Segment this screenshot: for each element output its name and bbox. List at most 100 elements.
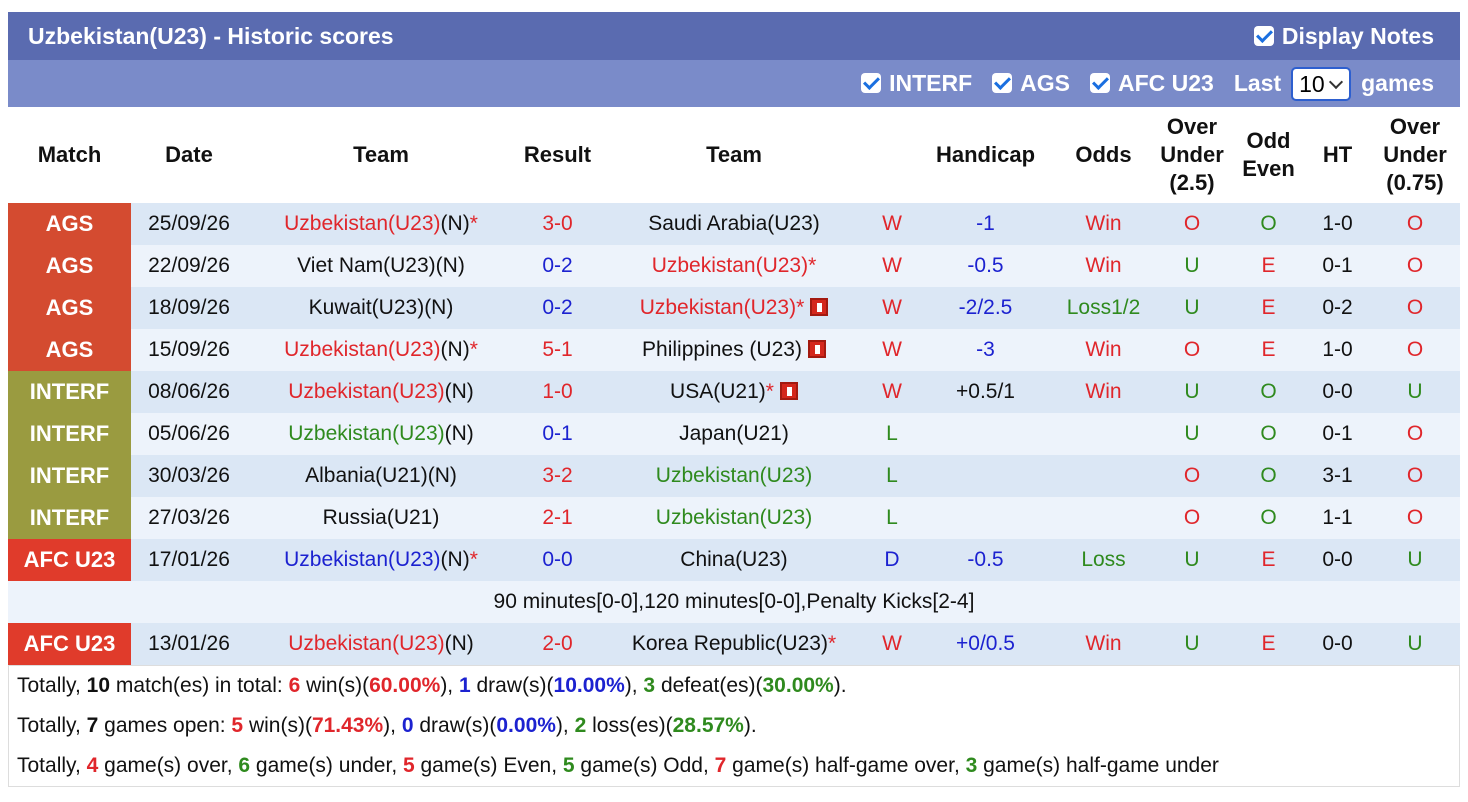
checkbox[interactable] [861, 73, 882, 93]
summary-text: loss(es)( [586, 714, 673, 737]
half-time: 3-1 [1305, 455, 1370, 497]
match-type: INTERF [8, 497, 131, 539]
date: 18/09/26 [131, 287, 247, 329]
score: 1-0 [515, 371, 600, 413]
odd-even: E [1232, 329, 1305, 371]
odds: Loss1/2 [1055, 287, 1152, 329]
date: 25/09/26 [131, 203, 247, 245]
home-team: Uzbekistan(U23)(N)* [247, 539, 515, 581]
filter-checkbox[interactable]: INTERF [861, 70, 972, 97]
result: W [868, 245, 916, 287]
away-team: China(U23) [600, 539, 868, 581]
column-header: Odd Even [1232, 107, 1305, 203]
result: L [868, 497, 916, 539]
red-card-icon [810, 298, 829, 316]
over-under-075: O [1370, 287, 1460, 329]
half-time: 1-1 [1305, 497, 1370, 539]
summary-count: 30.00% [762, 674, 834, 697]
neutral-mark: (N) [440, 548, 470, 571]
home-team: Russia(U21) [247, 497, 515, 539]
summary-text: game(s) over, [98, 754, 239, 777]
odd-even: E [1232, 245, 1305, 287]
summary-count: 7 [86, 714, 99, 737]
over-under: O [1152, 455, 1232, 497]
star-mark: * [808, 254, 817, 277]
home-team: Uzbekistan(U23)(N) [247, 413, 515, 455]
result: L [868, 455, 916, 497]
handicap [916, 413, 1055, 455]
over-under-075: O [1370, 413, 1460, 455]
red-card-icon [807, 340, 826, 358]
neutral-mark: (N) [427, 464, 457, 487]
filter-label: INTERF [889, 70, 973, 96]
column-header: Over Under (0.75) [1370, 107, 1460, 203]
home-team: Uzbekistan(U23)(N)* [247, 203, 515, 245]
filter-checkbox[interactable]: AFC U23 [1089, 70, 1214, 97]
display-notes-label: Display Notes [1281, 22, 1434, 49]
summary-text: Totally, [17, 754, 87, 777]
display-notes[interactable]: Display Notes [1253, 22, 1434, 50]
team-name: Uzbekistan(U23) [288, 380, 445, 403]
games-label: games [1361, 70, 1434, 96]
team-name: China(U23) [680, 548, 788, 571]
scores-panel: Uzbekistan(U23) - Historic scores Displa… [8, 12, 1460, 787]
summary-text: Totally, [17, 674, 87, 697]
match-row: AFC U23 13/01/26 Uzbekistan(U23)(N) 2-0 Kore… [8, 623, 1460, 665]
away-team: Saudi Arabia(U23) [600, 203, 868, 245]
handicap [916, 497, 1055, 539]
filter-bar: INTERF AGS AFC U23 Last 10 games [8, 60, 1460, 107]
score: 0-0 [515, 539, 600, 581]
team-name: Uzbekistan(U23) [639, 296, 797, 319]
checkbox[interactable] [992, 73, 1013, 93]
games-select[interactable]: 10 [1291, 66, 1352, 101]
odd-even: O [1232, 203, 1305, 245]
summary-text: draw(s)( [470, 674, 554, 697]
over-under-075: O [1370, 245, 1460, 287]
checkbox[interactable] [1089, 73, 1110, 93]
summary-text: game(s) under, [250, 754, 403, 777]
over-under-075: O [1370, 203, 1460, 245]
match-type: AGS [8, 329, 131, 371]
half-time: 1-0 [1305, 329, 1370, 371]
odd-even: E [1232, 539, 1305, 581]
score: 0-2 [515, 245, 600, 287]
date: 27/03/26 [131, 497, 247, 539]
date: 17/01/26 [131, 539, 247, 581]
date: 13/01/26 [131, 623, 247, 665]
odds: Win [1055, 203, 1152, 245]
team-name: Uzbekistan(U23) [284, 338, 441, 361]
summary-text: win(s)( [243, 714, 312, 737]
summary-text: ). [833, 674, 847, 697]
home-team: Albania(U21)(N) [247, 455, 515, 497]
title: Uzbekistan(U23) - Historic scores [28, 22, 394, 49]
handicap: +0.5/1 [916, 371, 1055, 413]
score: 3-2 [515, 455, 600, 497]
odds: Win [1055, 623, 1152, 665]
away-team: Uzbekistan(U23) [600, 455, 868, 497]
away-team: USA(U21)* [600, 371, 868, 413]
odds [1055, 455, 1152, 497]
result: W [868, 623, 916, 665]
summary-count: 3 [643, 674, 656, 697]
handicap: -1 [916, 203, 1055, 245]
over-under: U [1152, 539, 1232, 581]
over-under-075: U [1370, 623, 1460, 665]
score: 0-2 [515, 287, 600, 329]
odd-even: E [1232, 623, 1305, 665]
result: W [868, 371, 916, 413]
home-team: Viet Nam(U23)(N) [247, 245, 515, 287]
filter-checkbox[interactable]: AGS [992, 70, 1070, 97]
last-label: Last [1233, 70, 1282, 96]
match-row: INTERF 27/03/26 Russia(U21) 2-1 Uzbekistan(U… [8, 497, 1460, 539]
summary-count: 28.57% [672, 714, 744, 737]
summary-text: game(s) half-game over, [726, 754, 966, 777]
result: D [868, 539, 916, 581]
match-type: INTERF [8, 371, 131, 413]
home-team: Uzbekistan(U23)(N) [247, 623, 515, 665]
column-header: Team [247, 107, 515, 203]
handicap [916, 455, 1055, 497]
match-row: AGS 22/09/26 Viet Nam(U23)(N) 0-2 Uzbekistan… [8, 245, 1460, 287]
team-name: Philippines (U23) [642, 338, 802, 361]
summary-text: Totally, [17, 714, 87, 737]
